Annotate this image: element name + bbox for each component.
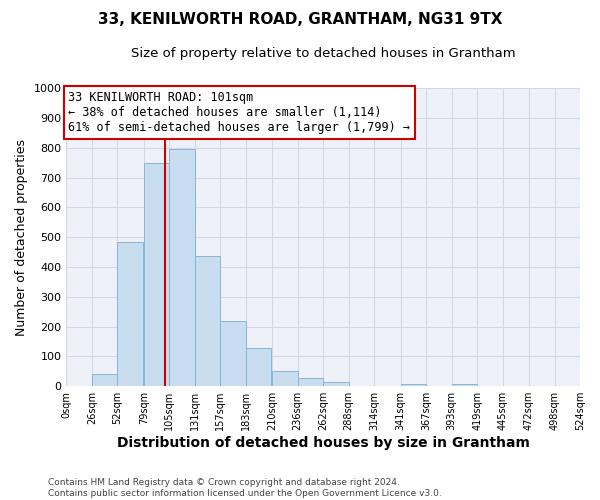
X-axis label: Distribution of detached houses by size in Grantham: Distribution of detached houses by size … [117,436,530,450]
Bar [452,384,477,386]
Bar [169,149,195,386]
Bar [401,384,426,386]
Bar [272,370,298,386]
Text: 33, KENILWORTH ROAD, GRANTHAM, NG31 9TX: 33, KENILWORTH ROAD, GRANTHAM, NG31 9TX [98,12,502,28]
Bar [118,242,143,386]
Bar [195,256,220,386]
Text: Contains HM Land Registry data © Crown copyright and database right 2024.
Contai: Contains HM Land Registry data © Crown c… [48,478,442,498]
Bar [298,378,323,386]
Title: Size of property relative to detached houses in Grantham: Size of property relative to detached ho… [131,48,515,60]
Text: 33 KENILWORTH ROAD: 101sqm
← 38% of detached houses are smaller (1,114)
61% of s: 33 KENILWORTH ROAD: 101sqm ← 38% of deta… [68,91,410,134]
Y-axis label: Number of detached properties: Number of detached properties [15,138,28,336]
Bar [144,162,169,386]
Bar [92,374,118,386]
Bar [220,320,246,386]
Bar [323,382,349,386]
Bar [246,348,271,386]
